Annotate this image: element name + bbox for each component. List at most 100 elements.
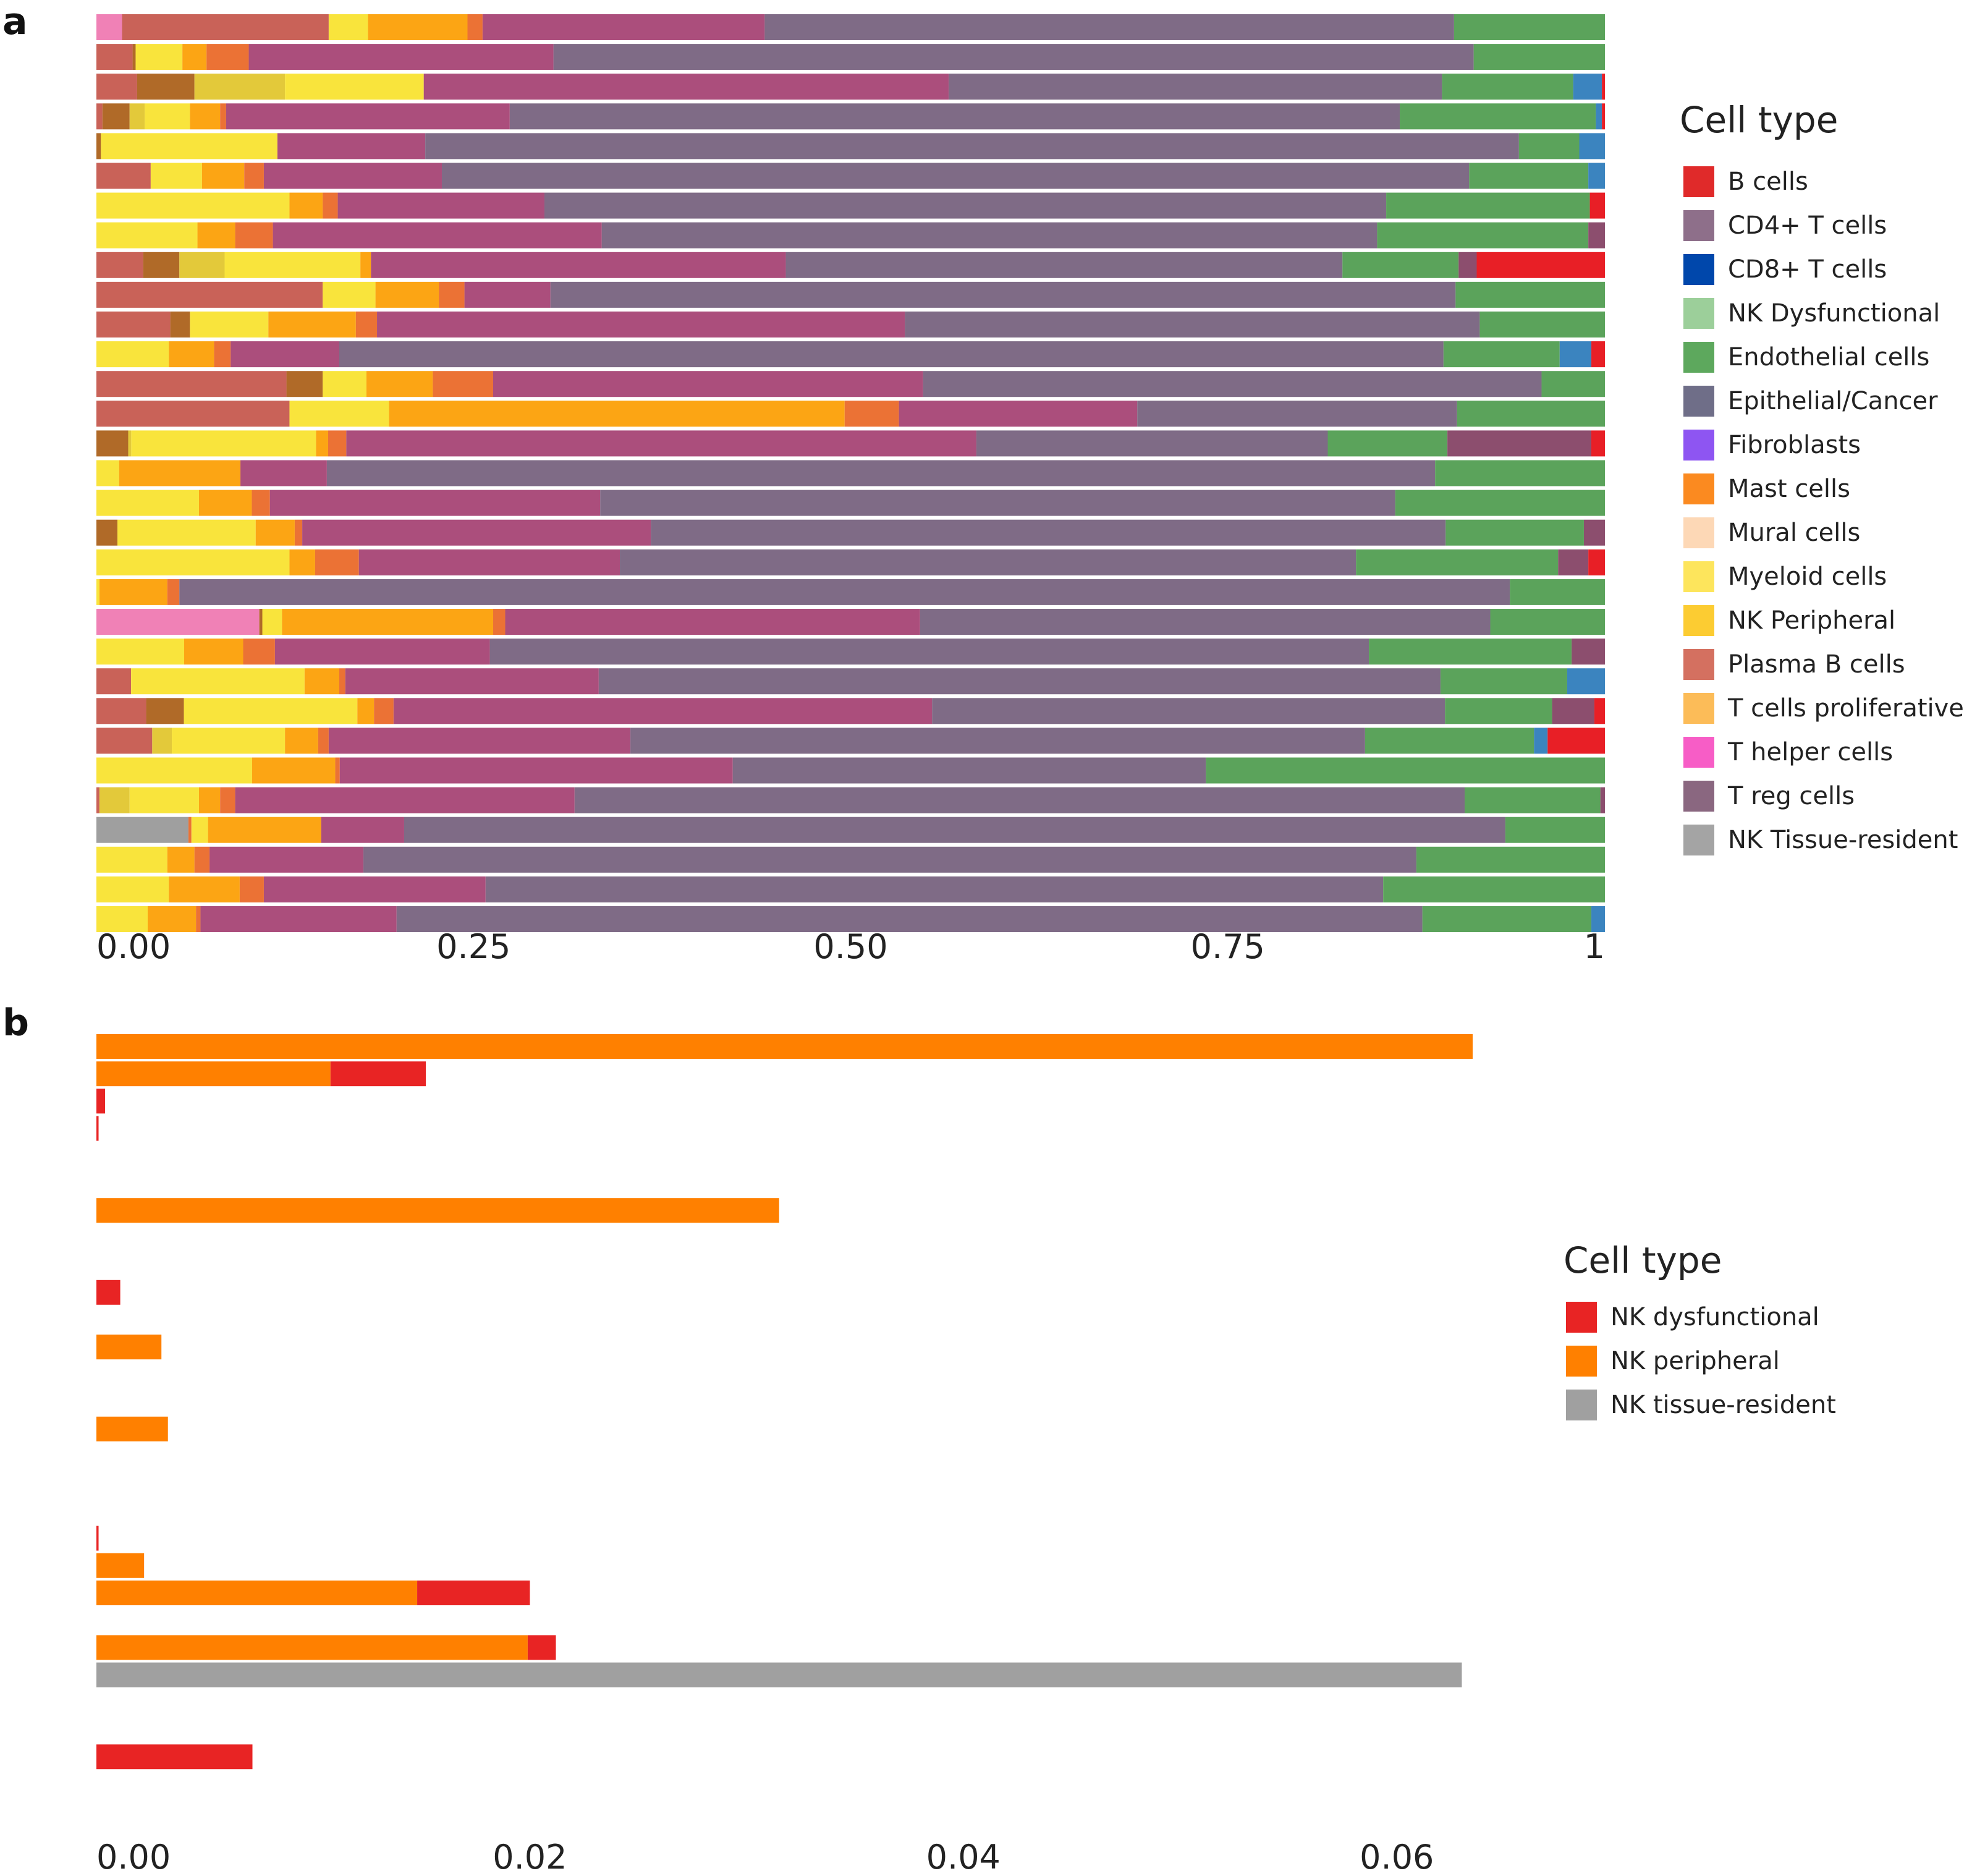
bar-a-row-12-seg-3 bbox=[214, 341, 231, 368]
bar-a-row-23-seg-2 bbox=[131, 668, 305, 695]
bar-a-row-7-seg-2 bbox=[289, 192, 323, 219]
bar-a-row-19-seg-7 bbox=[1558, 549, 1589, 575]
bar-a-row-21-seg-1 bbox=[96, 609, 260, 635]
legend-a-label-4: NK Dysfunctional bbox=[1728, 299, 1940, 328]
bar-a-row-1-seg-4 bbox=[368, 14, 468, 40]
bar-a-row-2-seg-4 bbox=[182, 44, 207, 70]
legend-a-swatch-11 bbox=[1683, 605, 1714, 636]
bar-a-row-5-seg-4 bbox=[425, 133, 1519, 159]
bar-a-row-13-seg-2 bbox=[286, 371, 323, 397]
bar-a-row-2-seg-1 bbox=[96, 44, 133, 70]
legend-a-swatch-8 bbox=[1683, 473, 1714, 504]
legend-b-item-3: NK tissue-resident bbox=[1566, 1390, 1836, 1420]
bar-a-row-2-seg-3 bbox=[135, 44, 183, 70]
bar-a-row-30-seg-2 bbox=[169, 876, 240, 902]
bar-a-row-14-seg-7 bbox=[1457, 401, 1605, 427]
x-tick-a-4: 0.75 bbox=[1191, 927, 1265, 966]
bar-a-row-16-seg-5 bbox=[1435, 460, 1605, 486]
bar-a-row-29-seg-4 bbox=[209, 846, 364, 873]
bar-a-row-22-seg-3 bbox=[243, 639, 275, 665]
legend-a-item-16: NK Tissue-resident bbox=[1683, 825, 1958, 855]
bar-a-row-16-seg-1 bbox=[96, 460, 119, 486]
bar-a-row-12-seg-6 bbox=[1443, 341, 1560, 368]
bar-a-row-19-seg-3 bbox=[315, 549, 359, 575]
legend-a-item-10: Myeloid cells bbox=[1683, 561, 1887, 592]
bar-a-row-4-seg-8 bbox=[509, 103, 1400, 130]
bar-a-row-20-seg-2 bbox=[99, 579, 167, 605]
x-tick-b-1: 0.00 bbox=[96, 1838, 171, 1876]
legend-a-swatch-6 bbox=[1683, 386, 1714, 417]
legend-a-swatch-1 bbox=[1683, 166, 1714, 197]
bar-a-row-8-seg-1 bbox=[96, 222, 198, 248]
legend-a-item-4: NK Dysfunctional bbox=[1683, 298, 1940, 329]
bar-a-row-19-seg-8 bbox=[1588, 549, 1605, 575]
legend-b-swatch-1 bbox=[1566, 1302, 1597, 1333]
bar-a-row-28-seg-3 bbox=[191, 817, 208, 843]
legend-a-item-14: T helper cells bbox=[1683, 737, 1893, 768]
bar-a-row-14-seg-1 bbox=[96, 401, 290, 427]
bar-a-row-11-seg-2 bbox=[170, 312, 190, 337]
bar-b-row-21-seg-2 bbox=[417, 1581, 530, 1605]
legend-a-swatch-12 bbox=[1683, 649, 1714, 680]
bar-a-row-27-seg-9 bbox=[1600, 787, 1605, 813]
bar-b-row-24-seg-1 bbox=[96, 1662, 1462, 1687]
bar-a-row-19-seg-5 bbox=[620, 549, 1356, 575]
bar-a-row-21-seg-4 bbox=[282, 609, 493, 635]
bar-a-row-9-seg-6 bbox=[371, 252, 786, 278]
bar-a-row-5-seg-1 bbox=[96, 133, 101, 159]
legend-a-item-3: CD8+ T cells bbox=[1683, 254, 1887, 285]
bar-a-row-11-seg-5 bbox=[355, 312, 378, 337]
bar-a-row-19-seg-2 bbox=[289, 549, 315, 575]
bar-a-row-2-seg-5 bbox=[206, 44, 249, 70]
bar-a-row-29-seg-3 bbox=[194, 846, 210, 873]
bar-a-row-24-seg-5 bbox=[374, 698, 394, 724]
legend-a-swatch-5 bbox=[1683, 342, 1714, 373]
bar-a-row-3-seg-9 bbox=[1602, 74, 1605, 100]
bar-a-row-18-seg-6 bbox=[651, 519, 1446, 546]
legend-b-label-3: NK tissue-resident bbox=[1610, 1391, 1836, 1419]
x-tick-b-3: 0.04 bbox=[926, 1838, 1001, 1876]
bar-a-row-14-seg-3 bbox=[389, 401, 845, 427]
bar-a-row-18-seg-2 bbox=[117, 519, 256, 546]
bar-a-row-16-seg-3 bbox=[240, 460, 327, 486]
legend-a-title: Cell type bbox=[1680, 99, 1839, 141]
bar-a-row-12-seg-2 bbox=[169, 341, 214, 368]
bar-a-row-25-seg-10 bbox=[1547, 728, 1605, 754]
bar-a-row-27-seg-7 bbox=[574, 787, 1465, 813]
bar-a-row-20-seg-1 bbox=[96, 579, 99, 605]
bar-a-row-9-seg-8 bbox=[1342, 252, 1459, 278]
bar-b-row-20-seg-1 bbox=[96, 1553, 145, 1578]
bar-a-row-8-seg-3 bbox=[235, 222, 273, 248]
bar-a-row-3-seg-3 bbox=[194, 74, 286, 100]
bar-a-row-20-seg-3 bbox=[167, 579, 180, 605]
legend-b-item-2: NK peripheral bbox=[1566, 1346, 1780, 1377]
bar-a-row-22-seg-1 bbox=[96, 639, 184, 665]
bar-a-row-21-seg-3 bbox=[262, 609, 282, 635]
bar-a-row-23-seg-7 bbox=[1440, 668, 1567, 695]
bar-a-row-29-seg-5 bbox=[363, 846, 1416, 873]
bar-a-row-2-seg-2 bbox=[132, 44, 136, 70]
chart-a-x-axis: 0.00 0.25 0.50 0.75 1 bbox=[96, 927, 1605, 966]
legend-b-title: Cell type bbox=[1564, 1239, 1722, 1281]
bar-a-row-24-seg-6 bbox=[393, 698, 933, 724]
bar-a-row-13-seg-3 bbox=[323, 371, 366, 397]
bar-a-row-27-seg-8 bbox=[1464, 787, 1601, 813]
legend-a-item-6: Epithelial/Cancer bbox=[1683, 386, 1938, 417]
bar-a-row-14-seg-2 bbox=[289, 401, 389, 427]
bar-a-row-4-seg-1 bbox=[96, 103, 103, 130]
bar-a-row-13-seg-6 bbox=[493, 371, 923, 397]
x-tick-a-5: 1 bbox=[1584, 927, 1605, 966]
bar-a-row-25-seg-2 bbox=[152, 728, 172, 754]
bar-a-row-27-seg-3 bbox=[129, 787, 199, 813]
bar-a-row-26-seg-1 bbox=[96, 757, 252, 784]
legend-a-item-9: Mural cells bbox=[1683, 517, 1860, 548]
bar-a-row-5-seg-6 bbox=[1579, 133, 1605, 159]
bar-a-row-4-seg-3 bbox=[129, 103, 145, 130]
bar-a-row-10-seg-2 bbox=[323, 281, 376, 308]
legend-a-item-2: CD4+ T cells bbox=[1683, 210, 1887, 241]
bar-a-row-24-seg-4 bbox=[357, 698, 375, 724]
bar-a-row-3-seg-5 bbox=[423, 74, 949, 100]
bar-b-row-27-seg-1 bbox=[96, 1744, 253, 1770]
bar-a-row-27-seg-6 bbox=[235, 787, 575, 813]
